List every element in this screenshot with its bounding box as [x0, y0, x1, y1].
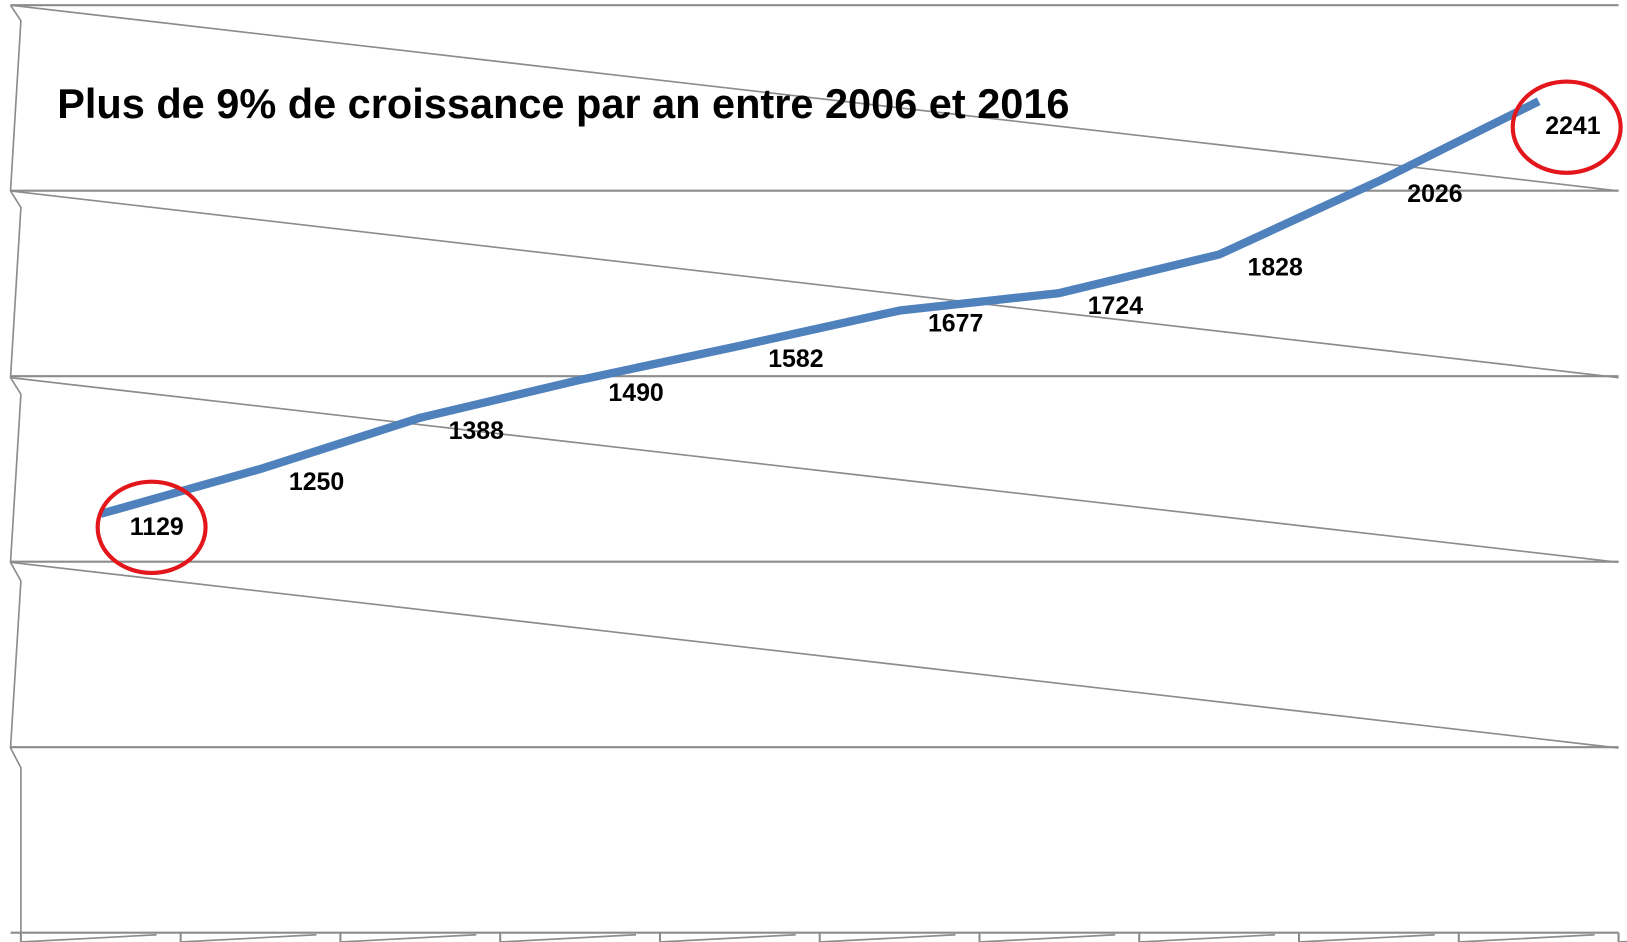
decoration — [9, 4, 1619, 933]
x-tick-artifact — [659, 933, 796, 942]
x-tick-artifact — [1139, 933, 1276, 942]
highlight-circle — [95, 479, 208, 576]
x-tick-artifact — [979, 933, 1116, 942]
chart-title: Plus de 9% de croissance par an entre 20… — [57, 80, 1069, 127]
data-label: 1388 — [449, 417, 505, 445]
left-axis-artifact — [9, 4, 22, 933]
data-label: 1828 — [1247, 254, 1303, 282]
x-tick-artifact — [1618, 940, 1627, 942]
data-label: 1724 — [1088, 292, 1144, 320]
data-label: 1129 — [130, 513, 184, 541]
x-tick-artifact — [500, 933, 637, 942]
data-label: 1677 — [928, 310, 983, 338]
diagonal-artifact — [10, 561, 1619, 749]
x-tick-artifact — [180, 933, 317, 942]
data-label: 2241 — [1545, 112, 1601, 140]
highlight-circle — [1510, 79, 1623, 175]
x-tick-artifact — [819, 933, 956, 942]
line-series — [99, 97, 1541, 518]
diagonal-artifact — [10, 376, 1619, 564]
x-tick-artifact — [1458, 933, 1595, 942]
data-label: 1490 — [608, 379, 663, 407]
diagonal-artifact — [10, 4, 1619, 192]
data-label: 2026 — [1407, 180, 1462, 208]
x-tick-artifact — [1298, 933, 1435, 942]
x-tick-artifact — [20, 933, 157, 942]
x-tick-artifact — [340, 933, 477, 942]
data-label: 1250 — [289, 468, 344, 496]
diagonal-artifact — [10, 190, 1619, 379]
data-label: 1582 — [768, 345, 823, 373]
